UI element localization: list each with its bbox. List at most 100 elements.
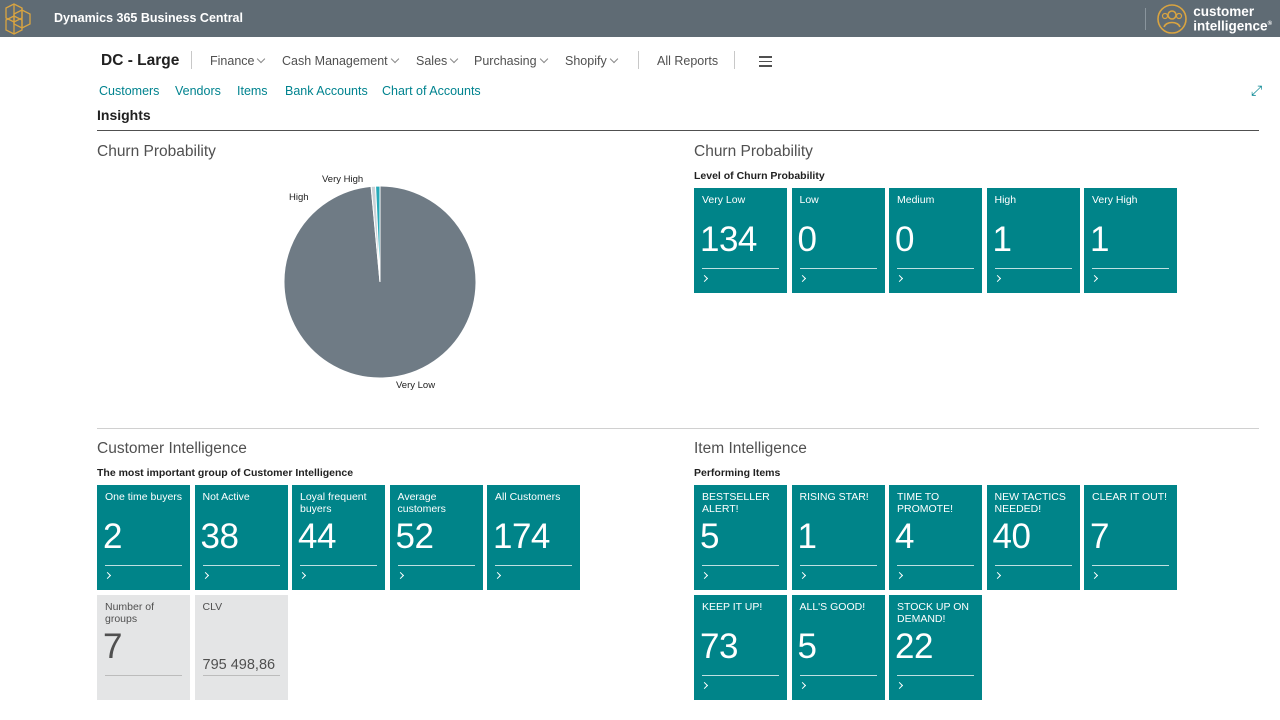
tile-value: 4 (895, 517, 914, 556)
brand-line-1: customer (1193, 3, 1255, 19)
chevron-right-icon (700, 681, 709, 690)
chevron-right-icon (993, 571, 1001, 580)
tile-value: 2 (103, 517, 122, 556)
customer-tile-average-customers[interactable]: Average customers 52 (389, 485, 483, 590)
link-bank-accounts[interactable]: Bank Accounts (285, 84, 368, 98)
chevron-right-icon (1090, 571, 1099, 580)
link-chart-of-accounts[interactable]: Chart of Accounts (382, 84, 481, 98)
tile-label: Number of groups (105, 601, 155, 625)
item-intelligence-title: Item Intelligence (694, 440, 807, 457)
menu-sales[interactable]: Sales (416, 54, 459, 68)
tile-value: 38 (200, 517, 239, 556)
menu-finance-label: Finance (210, 54, 255, 68)
churn-pie-chart[interactable] (260, 162, 500, 402)
item-tile-new-tactics-needed[interactable]: NEW TACTICS NEEDED! 40 (986, 485, 1080, 590)
chevron-right-icon (700, 571, 709, 580)
chevron-right-icon (798, 681, 806, 690)
tile-divider (799, 268, 877, 269)
tile-value: 1 (992, 220, 1012, 259)
tile-divider (702, 565, 779, 566)
tile-value: 0 (797, 220, 817, 259)
item-tile-all-s-good[interactable]: ALL'S GOOD! 5 (791, 595, 885, 700)
customer-tile-all-customers[interactable]: All Customers 174 (487, 485, 580, 590)
churn-tile-very-low[interactable]: Very Low 134 (694, 188, 787, 293)
tile-label: STOCK UP ON DEMAND! (897, 601, 969, 625)
tile-label: Loyal frequent buyers (300, 491, 367, 515)
churn-tile-very-high[interactable]: Very High 1 (1084, 188, 1177, 293)
churn-tile-medium[interactable]: Medium 0 (889, 188, 982, 293)
chevron-down-icon (609, 54, 618, 64)
tile-divider (495, 565, 572, 566)
tile-label: CLEAR IT OUT! (1092, 491, 1168, 503)
menu-shopify[interactable]: Shopify (565, 54, 618, 68)
brand-logo: customer intelligence® (1145, 3, 1272, 35)
customer-tile-one-time-buyers[interactable]: One time buyers 2 (97, 485, 190, 590)
menu-purchasing-label: Purchasing (474, 54, 537, 68)
tile-divider (897, 565, 974, 566)
menu-all-reports[interactable]: All Reports (657, 54, 719, 68)
chevron-right-icon (798, 571, 806, 580)
tile-value: 40 (992, 517, 1031, 556)
customer-tile-loyal-frequent-buyers[interactable]: Loyal frequent buyers 44 (292, 485, 385, 590)
tile-value: 5 (700, 517, 719, 556)
chevron-right-icon (103, 571, 112, 580)
tile-label: CLV (202, 601, 223, 613)
brand-line-2: intelligence (1193, 18, 1268, 34)
churn-tiles-title: Churn Probability (694, 143, 813, 160)
tile-value: 1 (1090, 220, 1109, 259)
tile-label: Medium (897, 194, 935, 206)
tile-value: 22 (895, 627, 933, 666)
tile-divider (202, 565, 280, 566)
tile-label: One time buyers (105, 491, 183, 503)
insights-divider (97, 130, 1259, 131)
tile-label: KEEP IT UP! (702, 601, 763, 613)
brand-text: customer intelligence® (1193, 3, 1272, 34)
tile-label: ALL'S GOOD! (799, 601, 866, 613)
tile-divider (300, 565, 377, 566)
hamburger-menu-icon[interactable] (759, 56, 772, 70)
item-tile-stock-up-on-demand[interactable]: STOCK UP ON DEMAND! 22 (889, 595, 982, 700)
expand-icon[interactable]: ⤢ (1251, 82, 1263, 98)
tile-divider (702, 675, 779, 676)
chevron-right-icon (895, 571, 904, 580)
link-customers[interactable]: Customers (99, 84, 160, 98)
tile-value: 0 (895, 220, 914, 259)
chevron-right-icon (396, 571, 404, 580)
churn-tile-low[interactable]: Low 0 (791, 188, 885, 293)
pie-slice-very-high[interactable] (375, 185, 381, 283)
tile-value: 52 (395, 517, 434, 556)
item-tile-bestseller-alert[interactable]: BESTSELLER ALERT! 5 (694, 485, 787, 590)
app-waffle-icon[interactable] (0, 0, 38, 37)
company-name[interactable]: DC - Large (101, 52, 180, 69)
app-title: Dynamics 365 Business Central (54, 11, 243, 25)
tile-divider (105, 565, 182, 566)
chevron-right-icon (493, 571, 502, 580)
menu-purchasing[interactable]: Purchasing (474, 54, 548, 68)
tile-divider (994, 268, 1072, 269)
chevron-down-icon (539, 54, 548, 64)
link-items[interactable]: Items (237, 84, 268, 98)
tile-divider (897, 675, 974, 676)
churn-tiles-subtitle: Level of Churn Probability (694, 170, 825, 182)
link-vendors[interactable]: Vendors (175, 84, 221, 98)
item-tile-time-to-promote[interactable]: TIME TO PROMOTE! 4 (889, 485, 982, 590)
tile-label: High (994, 194, 1017, 206)
customer-stat-tile-clv[interactable]: CLV 795 498,86 (194, 595, 288, 700)
tile-label: RISING STAR! (799, 491, 869, 503)
chevron-right-icon (895, 681, 904, 690)
item-tile-clear-it-out[interactable]: CLEAR IT OUT! 7 (1084, 485, 1177, 590)
customer-intelligence-subtitle: The most important group of Customer Int… (97, 467, 354, 479)
item-tile-rising-star[interactable]: RISING STAR! 1 (791, 485, 885, 590)
menu-cash-management[interactable]: Cash Management (282, 54, 399, 68)
item-intelligence-subtitle: Performing Items (694, 467, 781, 479)
tile-value: 795 498,86 (202, 657, 276, 673)
menu-finance[interactable]: Finance (210, 54, 266, 68)
menu-sales-label: Sales (416, 54, 448, 68)
tile-label: NEW TACTICS NEEDED! (994, 491, 1066, 515)
nav-separator (734, 51, 735, 69)
churn-tile-high[interactable]: High 1 (986, 188, 1080, 293)
chevron-right-icon (993, 274, 1001, 283)
customer-stat-tile-number-of-groups[interactable]: Number of groups 7 (97, 595, 190, 700)
item-tile-keep-it-up[interactable]: KEEP IT UP! 73 (694, 595, 787, 700)
customer-tile-not-active[interactable]: Not Active 38 (194, 485, 288, 590)
